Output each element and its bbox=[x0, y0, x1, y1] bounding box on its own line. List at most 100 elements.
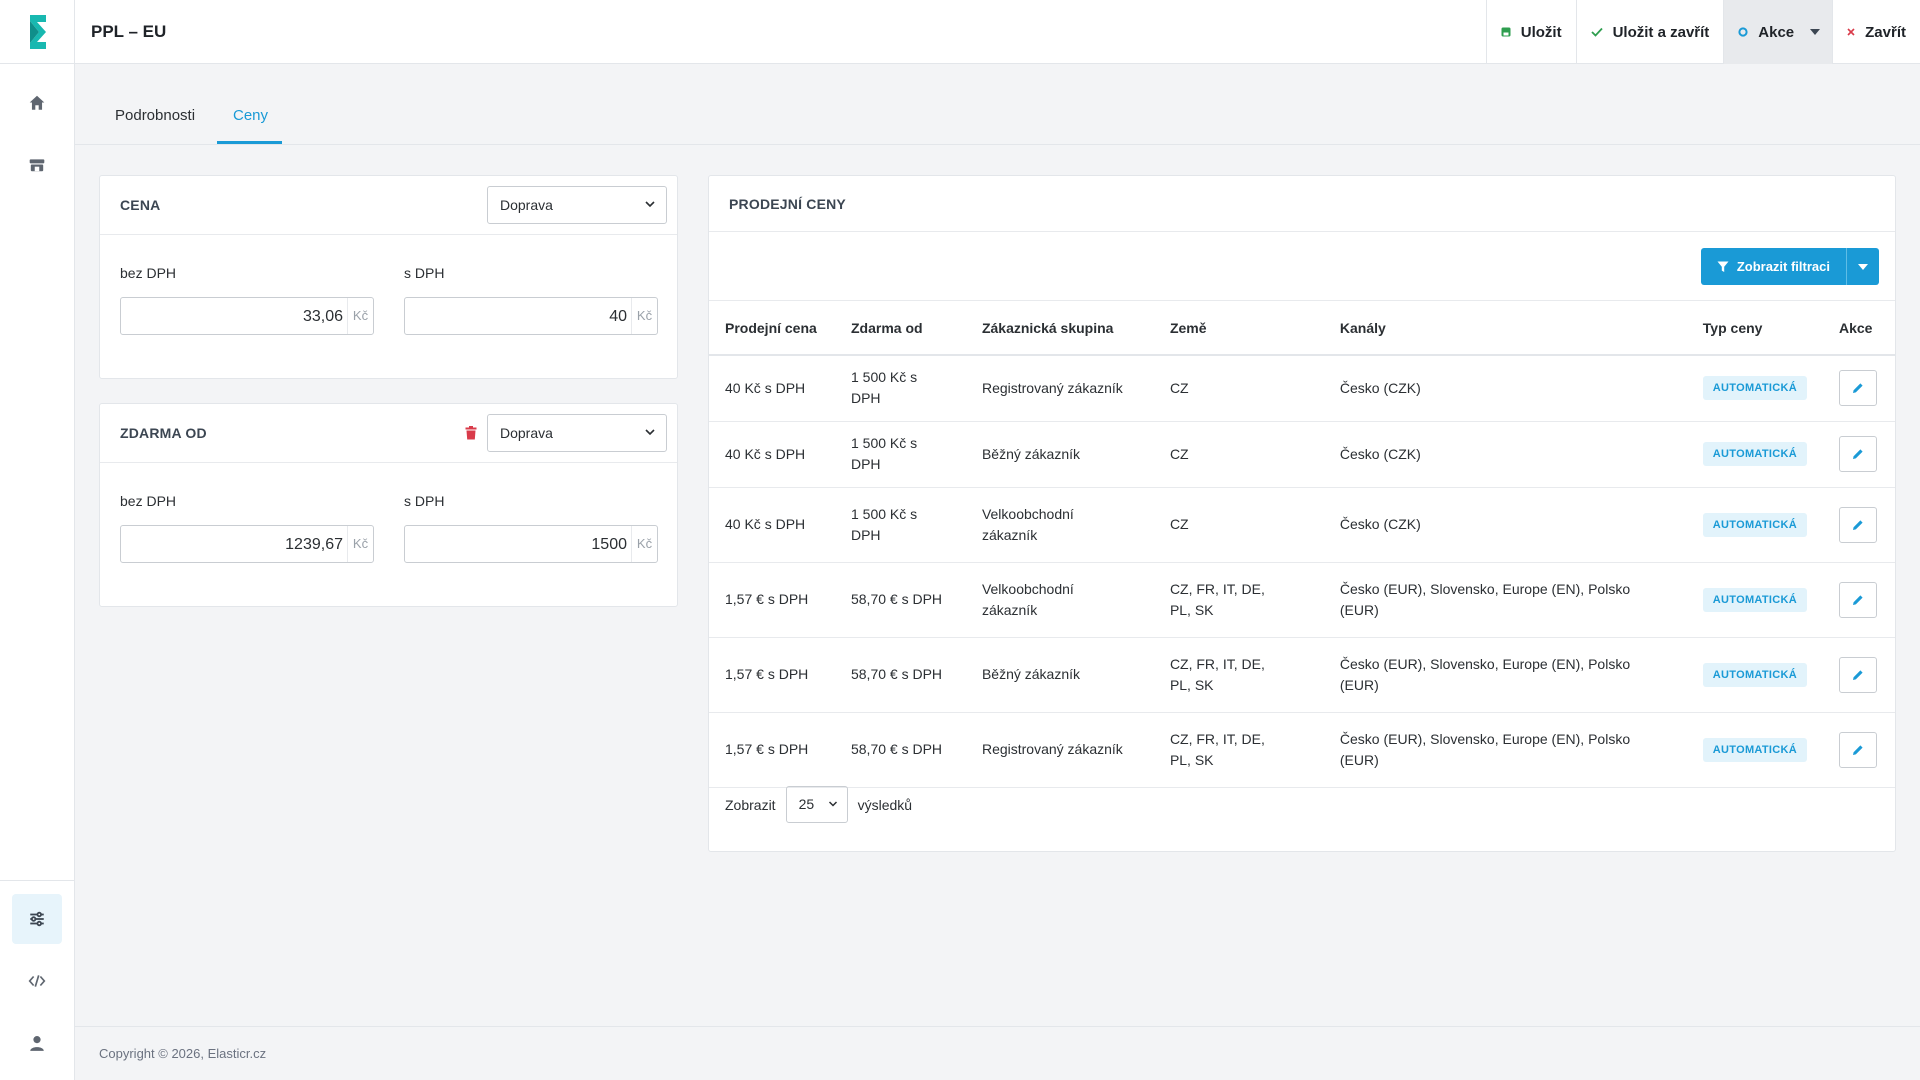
cell-channels: Česko (CZK) bbox=[1323, 487, 1687, 563]
column-header[interactable]: Prodejní cena bbox=[709, 301, 835, 356]
cell-price-type: AUTOMATICKÁ bbox=[1686, 355, 1823, 422]
filter-icon bbox=[1717, 261, 1729, 272]
copyright: Copyright © 2026, Elasticr.cz bbox=[99, 1046, 267, 1061]
show-filter-button[interactable]: Zobrazit filtraci bbox=[1700, 248, 1846, 285]
trash-icon[interactable] bbox=[465, 426, 477, 440]
edit-button[interactable] bbox=[1838, 370, 1877, 407]
price-without-vat-input[interactable]: 33,06 Kč bbox=[120, 297, 374, 335]
cell-free-from: 58,70 € s DPH bbox=[834, 562, 966, 638]
pencil-icon bbox=[1852, 669, 1863, 680]
actions-dropdown[interactable]: Akce bbox=[1723, 0, 1833, 64]
sidebar-item-home[interactable] bbox=[12, 78, 62, 128]
table-row: 1,57 € s DPH 58,70 € s DPH Běžný zákazní… bbox=[709, 637, 1895, 713]
header: PPL – EU Uložit Uložit a zavřít Akce Zav… bbox=[75, 0, 1920, 64]
price-type-select[interactable]: Doprava bbox=[487, 186, 667, 224]
free-with-vat-value: 1500 bbox=[591, 536, 627, 553]
close-icon bbox=[1847, 28, 1855, 36]
sales-prices-table: Prodejní cena Zdarma od Zákaznická skupi… bbox=[709, 301, 1895, 788]
price-with-vat-input[interactable]: 40 Kč bbox=[404, 297, 658, 335]
footer: Copyright © 2026, Elasticr.cz bbox=[75, 1026, 1920, 1080]
free-from-card-title: ZDARMA OD bbox=[120, 425, 207, 441]
edit-button[interactable] bbox=[1838, 656, 1877, 693]
free-without-vat-input[interactable]: 1239,67 Kč bbox=[120, 525, 374, 563]
free-with-vat-input[interactable]: 1500 Kč bbox=[404, 525, 658, 563]
pencil-icon bbox=[1852, 383, 1863, 394]
free-from-card: ZDARMA OD Doprava bez DPH 1239,67 Kč s D… bbox=[99, 403, 678, 607]
save-and-close-button[interactable]: Uložit a zavřít bbox=[1575, 0, 1724, 64]
free-from-type-select[interactable]: Doprava bbox=[487, 414, 667, 452]
cell-price-type: AUTOMATICKÁ bbox=[1686, 712, 1823, 788]
cell-free-from: 58,70 € s DPH bbox=[834, 637, 966, 713]
pencil-icon bbox=[1852, 519, 1863, 530]
cell-price-type: AUTOMATICKÁ bbox=[1686, 487, 1823, 563]
sidebar-item-code[interactable] bbox=[12, 956, 62, 1006]
cell-actions bbox=[1822, 487, 1895, 563]
table-header-row: Prodejní cena Zdarma od Zákaznická skupi… bbox=[709, 301, 1895, 356]
caret-down-icon bbox=[1810, 29, 1821, 35]
cell-actions bbox=[1822, 637, 1895, 713]
price-without-vat-value: 33,06 bbox=[302, 308, 343, 325]
cell-channels: Česko (EUR), Slovensko, Europe (EN), Pol… bbox=[1323, 712, 1687, 788]
circle-icon bbox=[1738, 27, 1748, 37]
sidebar-item-user[interactable] bbox=[12, 1018, 62, 1068]
save-label: Uložit bbox=[1520, 23, 1562, 41]
currency-unit: Kč bbox=[631, 526, 657, 562]
pagination: Zobrazit 25 výsledků bbox=[725, 786, 912, 823]
cell-channels: Česko (EUR), Slovensko, Europe (EN), Pol… bbox=[1323, 637, 1687, 713]
column-header[interactable]: Kanály bbox=[1323, 301, 1687, 356]
pencil-icon bbox=[1852, 449, 1863, 459]
close-button[interactable]: Zavřít bbox=[1832, 0, 1920, 64]
table-row: 1,57 € s DPH 58,70 € s DPH Velkoobchodní… bbox=[709, 562, 1895, 638]
edit-button[interactable] bbox=[1838, 731, 1877, 768]
tab-details[interactable]: Podrobnosti bbox=[115, 107, 196, 124]
edit-button[interactable] bbox=[1838, 581, 1877, 618]
column-header[interactable]: Zdarma od bbox=[834, 301, 966, 356]
edit-button[interactable] bbox=[1838, 436, 1877, 472]
free-without-vat-value: 1239,67 bbox=[285, 536, 343, 553]
column-header[interactable]: Zákaznická skupina bbox=[965, 301, 1154, 356]
price-with-vat-value: 40 bbox=[609, 308, 627, 325]
cell-customer-group: Běžný zákazník bbox=[965, 637, 1154, 713]
close-label: Zavřít bbox=[1865, 23, 1906, 41]
cell-free-from: 1 500 Kč s DPH bbox=[834, 355, 966, 422]
page-size-select[interactable]: 25 bbox=[785, 786, 848, 823]
cell-free-from: 58,70 € s DPH bbox=[834, 712, 966, 788]
pencil-icon bbox=[1852, 744, 1863, 755]
store-icon bbox=[29, 159, 45, 172]
cell-price: 1,57 € s DPH bbox=[709, 712, 835, 788]
filter-options-button[interactable] bbox=[1846, 248, 1879, 285]
cell-actions bbox=[1822, 355, 1895, 422]
price-without-vat-label: bez DPH bbox=[120, 265, 177, 281]
price-card-title: CENA bbox=[120, 197, 161, 213]
currency-unit: Kč bbox=[631, 298, 657, 334]
column-header[interactable]: Typ ceny bbox=[1686, 301, 1823, 356]
price-type-badge: AUTOMATICKÁ bbox=[1702, 587, 1807, 612]
sidebar-item-settings[interactable] bbox=[12, 894, 62, 944]
sidebar-item-store[interactable] bbox=[12, 140, 62, 190]
sliders-icon bbox=[30, 911, 44, 927]
cell-customer-group: Velkoobchodní zákazník bbox=[965, 487, 1154, 563]
pager-results-label: výsledků bbox=[857, 796, 913, 813]
chevron-down-icon bbox=[645, 201, 655, 208]
page-size-value: 25 bbox=[798, 796, 815, 812]
save-button[interactable]: Uložit bbox=[1485, 0, 1576, 64]
logo[interactable] bbox=[0, 0, 75, 64]
cell-free-from: 1 500 Kč s DPH bbox=[834, 487, 966, 563]
free-without-vat-label: bez DPH bbox=[120, 493, 177, 509]
save-and-close-label: Uložit a zavřít bbox=[1612, 23, 1710, 41]
cell-price: 40 Kč s DPH bbox=[709, 487, 835, 563]
column-header[interactable]: Země bbox=[1153, 301, 1324, 356]
price-with-vat-label: s DPH bbox=[404, 265, 445, 281]
user-icon bbox=[30, 1036, 44, 1051]
cell-country: CZ bbox=[1153, 487, 1324, 563]
tab-prices[interactable]: Ceny bbox=[233, 107, 269, 124]
cell-country: CZ bbox=[1153, 421, 1324, 488]
pager-show-label: Zobrazit bbox=[725, 796, 776, 813]
toolbar: Uložit Uložit a zavřít Akce Zavřít bbox=[1485, 0, 1920, 64]
free-with-vat-label: s DPH bbox=[404, 493, 445, 509]
tab-active-indicator bbox=[217, 141, 282, 144]
price-type-badge: AUTOMATICKÁ bbox=[1702, 376, 1807, 401]
cell-price-type: AUTOMATICKÁ bbox=[1686, 562, 1823, 638]
table-row: 1,57 € s DPH 58,70 € s DPH Registrovaný … bbox=[709, 712, 1895, 788]
edit-button[interactable] bbox=[1838, 506, 1877, 543]
